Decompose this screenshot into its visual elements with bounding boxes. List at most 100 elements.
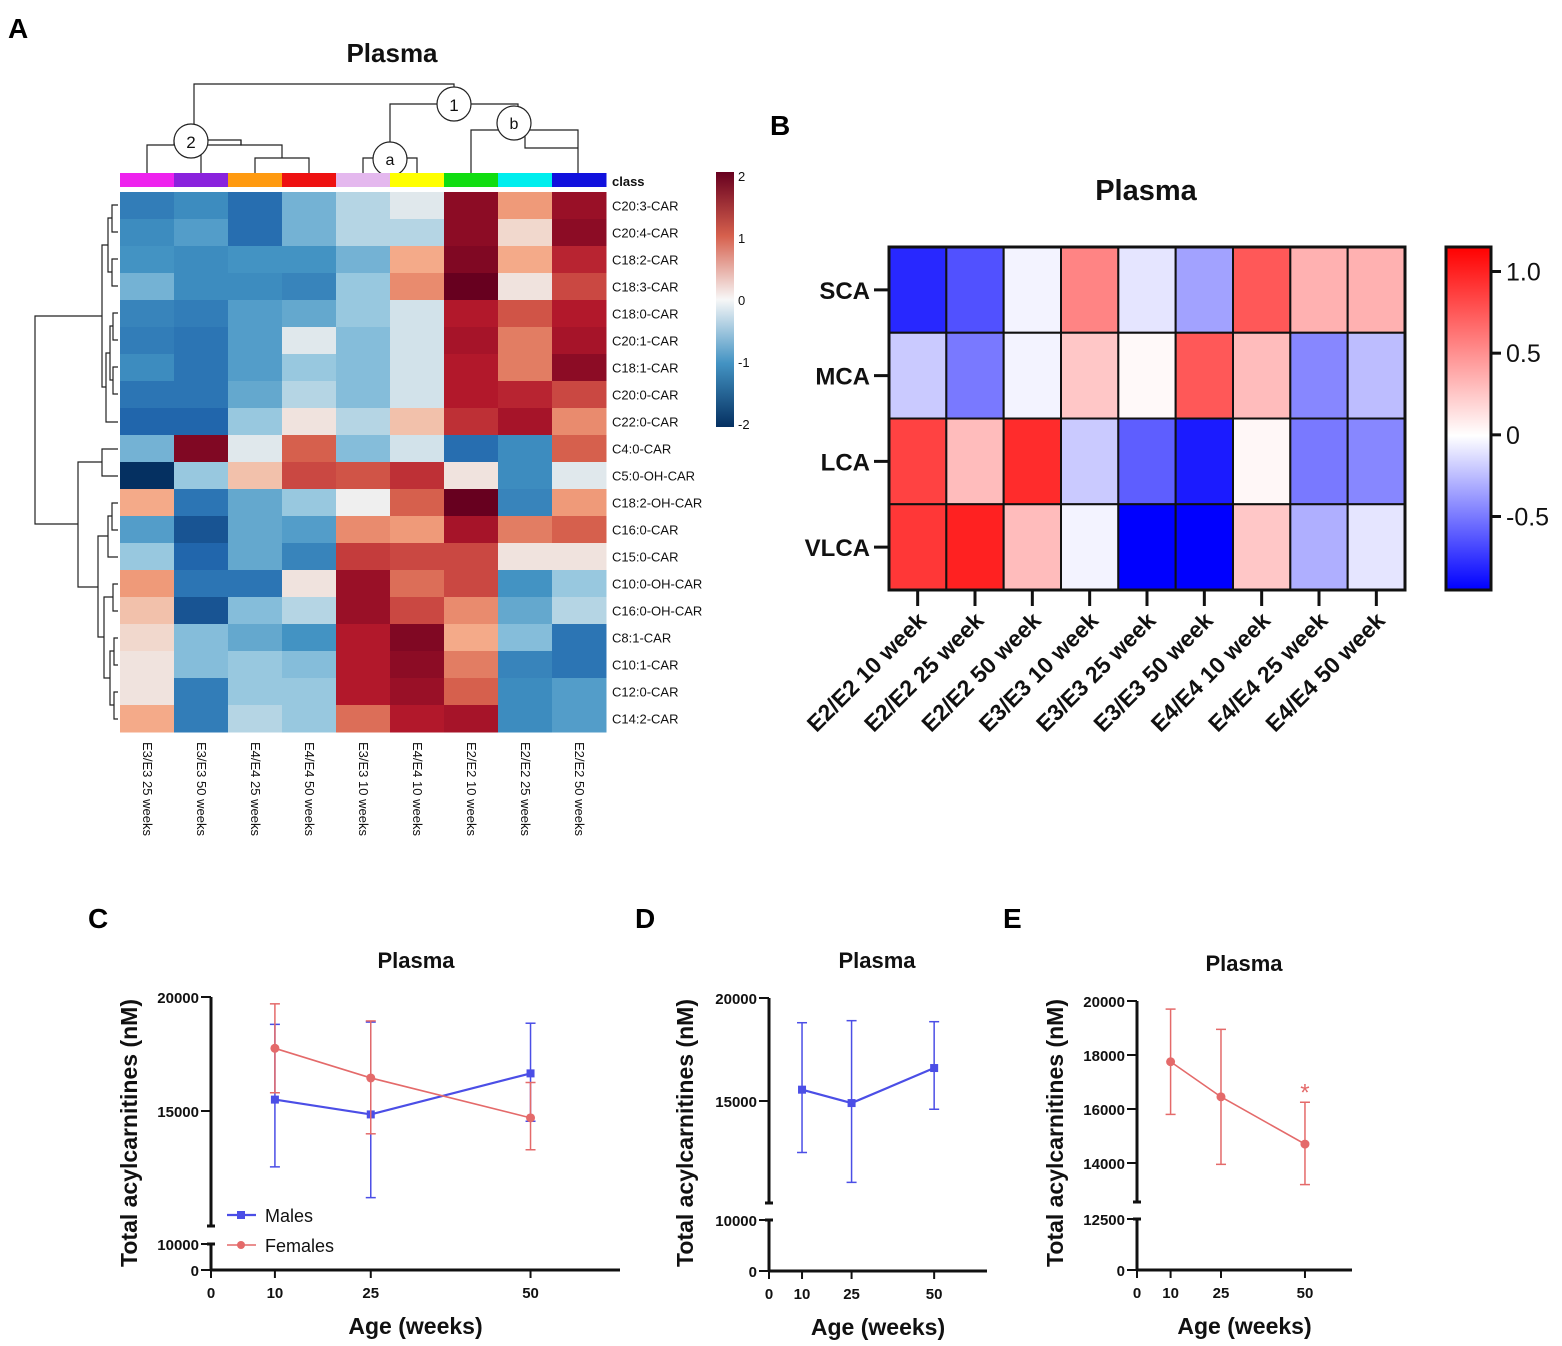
heatmap-a-cell: [282, 651, 337, 679]
y-tick-label: 0: [1117, 1263, 1125, 1280]
heatmap-a-row-label: C18:2-OH-CAR: [612, 496, 702, 511]
x-tick-label: 0: [207, 1285, 215, 1302]
heatmap-b-cell: [1174, 246, 1234, 334]
panel-letter-e: E: [1003, 903, 1022, 934]
heatmap-a-cell: [228, 354, 283, 382]
heatmap-a-row-label: C16:0-OH-CAR: [612, 604, 702, 619]
y-tick-label: 15000: [157, 1104, 199, 1121]
heatmap-a-cell: [498, 705, 553, 733]
heatmap-b-cell: [888, 417, 948, 506]
line-chart-c: Plasma 20000 15000 10000 00 10 25 50 Age (weeks)…: [116, 948, 620, 1339]
heatmap-a-cell: [390, 543, 445, 571]
heatmap-a-cell: [336, 489, 391, 517]
x-tick-label: 10: [267, 1285, 284, 1302]
heatmap-b-cell: [1289, 331, 1349, 420]
heatmap-a-cell: [552, 354, 607, 382]
x-tick-label: 50: [926, 1286, 943, 1303]
heatmap-a-cell: [498, 219, 553, 247]
heatmap-a-cell: [174, 381, 229, 409]
heatmap-b-row-label: MCA: [815, 364, 870, 391]
heatmap-a-cell: [498, 624, 553, 652]
heatmap-a-cell: [282, 327, 337, 355]
heatmap-b-row-labels: SCA MCA LCA VLCA: [805, 278, 889, 562]
heatmap-a-cell: [282, 597, 337, 625]
y-tick-label: 10000: [157, 1237, 199, 1254]
heatmap-a-cell: [120, 705, 175, 733]
heatmap-a-cell: [282, 678, 337, 706]
heatmap-a-cell: [552, 408, 607, 436]
legend-label-females: Females: [265, 1236, 334, 1256]
panel-letter-a: A: [8, 13, 28, 44]
y-tick-label: 20000: [1083, 994, 1125, 1011]
heatmap-a-row-label: C15:0-CAR: [612, 550, 678, 565]
x-tick-label: 10: [1162, 1285, 1179, 1302]
panel-letter-c: C: [88, 903, 108, 934]
heatmap-b-cell: [1174, 331, 1234, 420]
heatmap-a-cell: [390, 381, 445, 409]
heatmap-a-cell: [228, 219, 283, 247]
heatmap-a-cell: [228, 327, 283, 355]
heatmap-a-cell: [498, 651, 553, 679]
heatmap-a-cell: [228, 435, 283, 463]
chart-title: Plasma: [1205, 951, 1283, 976]
heatmap-a-row-label: C20:3-CAR: [612, 199, 678, 214]
heatmap-a-cell: [228, 381, 283, 409]
heatmap-a-column-label: E4/E4 25 weeks: [248, 742, 263, 836]
heatmap-a-cell: [120, 516, 175, 544]
heatmap-a-cell: [552, 327, 607, 355]
heatmap-b-row-label: LCA: [821, 449, 870, 476]
heatmap-a-cell: [282, 435, 337, 463]
heatmap-a-cell: [444, 273, 499, 301]
heatmap-a-cell: [552, 516, 607, 544]
heatmap-a-cell: [552, 381, 607, 409]
heatmap-a-cell: [120, 678, 175, 706]
y-tick-label: 10000: [715, 1213, 757, 1230]
class-label: class: [612, 174, 645, 189]
heatmap-a-cell: [444, 381, 499, 409]
heatmap-a-colorbar-tick: 2: [738, 169, 745, 184]
heatmap-a-cell: [444, 192, 499, 220]
panel-letter-d: D: [635, 903, 655, 934]
heatmap-b: Plasma SCA MCA LCA VLCA E2/E2 10 weekE2/E2 …: [802, 175, 1550, 737]
heatmap-a-cell: [174, 543, 229, 571]
heatmap-a-cell: [336, 192, 391, 220]
heatmap-b-cell: [1060, 503, 1120, 591]
data-point-female: [366, 1073, 376, 1083]
class-color-swatch: [498, 173, 553, 187]
heatmap-a-cell: [336, 705, 391, 733]
heatmap-a-cell: [444, 435, 499, 463]
heatmap-a-cell: [552, 489, 607, 517]
y-tick-label: 18000: [1083, 1048, 1125, 1065]
heatmap-a-cell: [228, 462, 283, 490]
heatmap-a-cell: [390, 651, 445, 679]
heatmap-b-cell: [1002, 246, 1063, 334]
heatmap-a-cell: [390, 597, 445, 625]
heatmap-b-colorbar-tick-label: 1.0: [1506, 259, 1541, 287]
heatmap-a-cell: [174, 489, 229, 517]
heatmap-a-cell: [390, 624, 445, 652]
heatmap-a-cell: [228, 597, 283, 625]
class-color-swatch: [552, 173, 607, 187]
heatmap-a-cell: [552, 570, 607, 598]
heatmap-a-cell: [282, 705, 337, 733]
heatmap-a-cell: [228, 516, 283, 544]
heatmap-b-title: Plasma: [1095, 175, 1197, 207]
heatmap-a-row-label: C22:0-CAR: [612, 415, 678, 430]
heatmap-a-cell: [336, 354, 391, 382]
heatmap-a-cell: [336, 300, 391, 328]
series-line-males: [801, 1067, 935, 1105]
heatmap-a-cell: [498, 570, 553, 598]
heatmap-a-row-label: C20:1-CAR: [612, 334, 678, 349]
heatmap-b-cell: [945, 331, 1005, 420]
heatmap-a-cell: [498, 597, 553, 625]
heatmap-a-cell: [552, 462, 607, 490]
heatmap-b-cell: [1289, 246, 1349, 334]
data-point-female: [1216, 1092, 1226, 1102]
heatmap-b-cell: [1232, 417, 1292, 506]
heatmap-b-colorbar-ticks: 1.0 0.5 0 -0.5: [1491, 259, 1549, 532]
heatmap-b-colorbar: [1444, 245, 1493, 592]
data-point-female: [526, 1113, 536, 1123]
heatmap-a-column-label: E4/E4 50 weeks: [302, 742, 317, 836]
heatmap-a-cell: [282, 300, 337, 328]
heatmap-a-cell: [228, 624, 283, 652]
